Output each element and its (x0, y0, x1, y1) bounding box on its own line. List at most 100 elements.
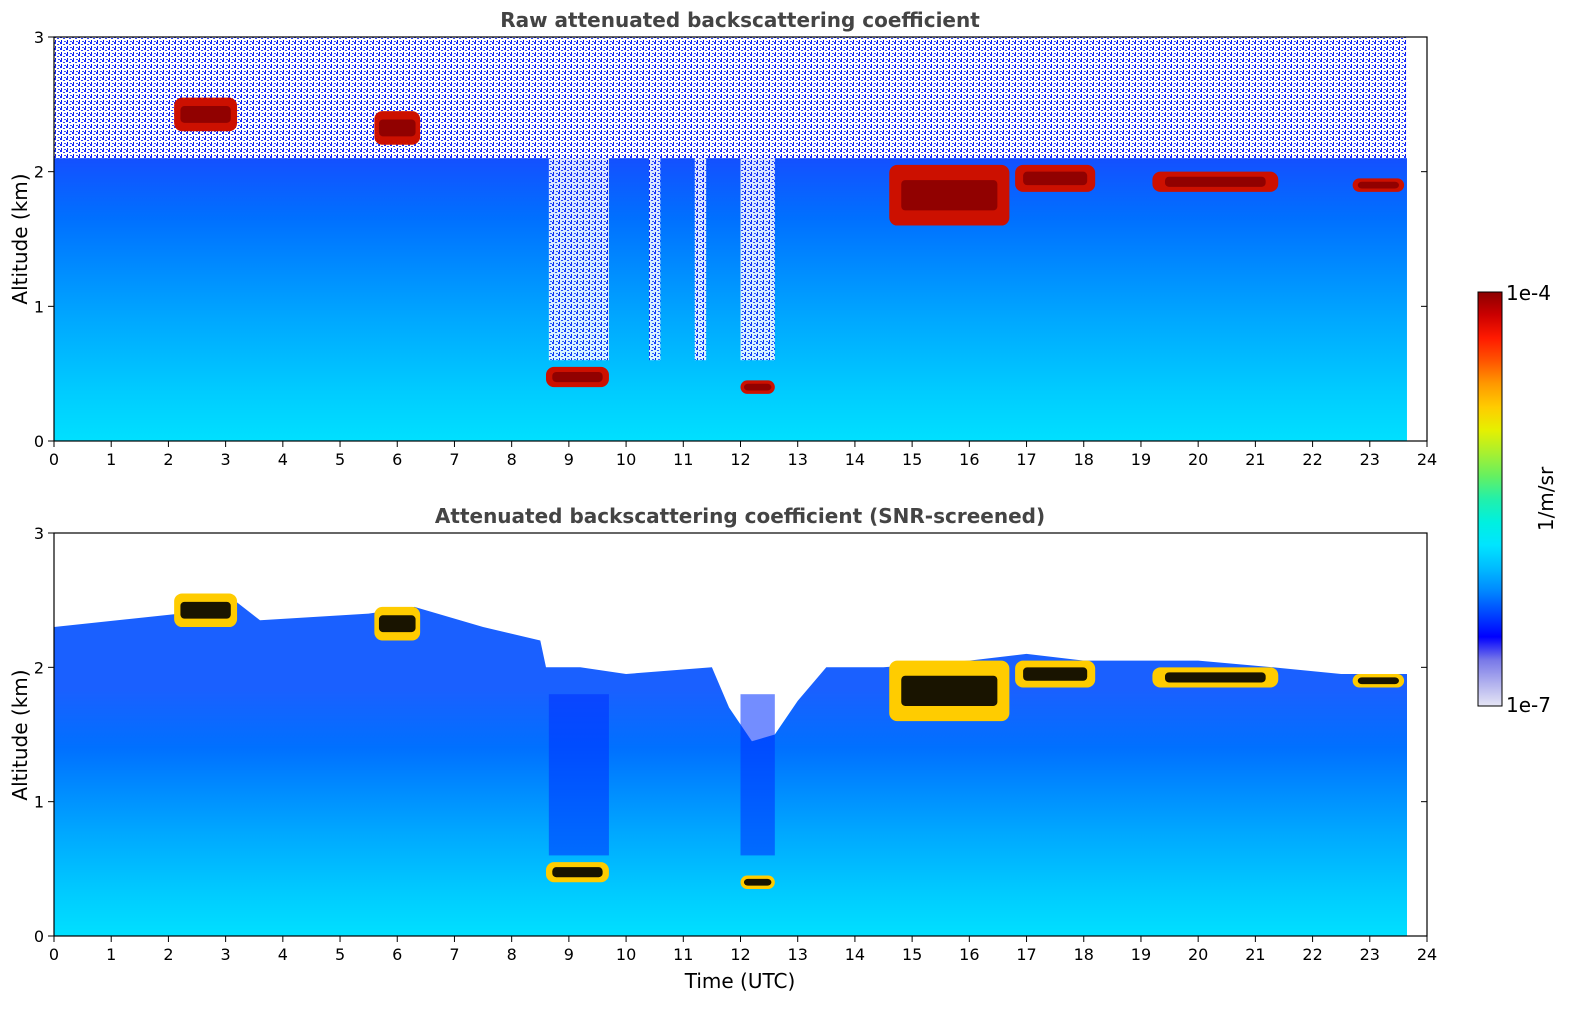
panel1-noise-region (54, 37, 1407, 361)
x-tick-label: 15 (902, 450, 922, 469)
x-tick-label: 7 (449, 945, 459, 964)
x-tick-label: 17 (1016, 945, 1036, 964)
x-tick-label: 15 (902, 945, 922, 964)
panel1-title: Raw attenuated backscattering coefficien… (500, 8, 980, 32)
x-tick-label: 14 (845, 450, 865, 469)
x-tick-label: 8 (507, 450, 517, 469)
x-tick-label: 10 (616, 945, 636, 964)
x-tick-label: 6 (392, 945, 402, 964)
noise-streak (548, 144, 609, 361)
cloud-core (552, 371, 603, 383)
x-tick-label: 8 (507, 945, 517, 964)
x-tick-label: 2 (163, 450, 173, 469)
cloud-core (378, 615, 416, 633)
x-tick-label: 3 (221, 450, 231, 469)
panel2-heatmap (54, 593, 1407, 936)
x-tick-label: 2 (163, 945, 173, 964)
panel2-background-signal (54, 593, 1407, 936)
colorbar-frame (1477, 291, 1503, 707)
cloud-core (552, 867, 603, 878)
x-tick-label: 11 (673, 450, 693, 469)
x-tick-label: 21 (1245, 450, 1265, 469)
x-tick-label: 19 (1131, 945, 1151, 964)
x-tick-label: 13 (788, 450, 808, 469)
y-tick-label: 2 (34, 658, 44, 677)
cloud-core (901, 180, 998, 211)
panel1-heatmap (54, 37, 1407, 441)
x-tick-label: 6 (392, 450, 402, 469)
noise-streak (740, 144, 775, 361)
cloud-core (901, 675, 998, 706)
x-tick-label: 3 (221, 945, 231, 964)
cloud-core (1357, 677, 1399, 685)
x-tick-label: 7 (449, 450, 459, 469)
y-tick-label: 0 (34, 432, 44, 451)
y-tick-label: 3 (34, 28, 44, 47)
cloud-core (743, 383, 772, 391)
x-tick-label: 14 (845, 945, 865, 964)
colorbar-min-label: 1e-7 (1506, 693, 1551, 717)
panel1-x-axis: 0 1 2 3 4 5 6 7 8 9 10 11 12 13 14 15 16 17 18 19 20 21 22 23 24 (49, 441, 1437, 469)
x-tick-label: 1 (106, 945, 116, 964)
panel1-features (174, 97, 1405, 394)
cloud-core (743, 878, 772, 886)
noise-streak (648, 144, 661, 361)
x-tick-label: 18 (1074, 945, 1094, 964)
raw-backscatter-panel: Raw attenuated backscattering coefficien… (8, 8, 1437, 469)
x-tick-label: 17 (1016, 450, 1036, 469)
cloud-core (180, 601, 231, 619)
x-tick-label: 12 (730, 945, 750, 964)
colorbar: 1e-4 1e-7 1/m/sr (1477, 281, 1558, 717)
noise-streak (694, 144, 707, 361)
attenuated-streak (548, 694, 609, 856)
x-tick-label: 1 (106, 450, 116, 469)
x-tick-label: 19 (1131, 450, 1151, 469)
y-tick-label: 2 (34, 163, 44, 182)
panel2-title: Attenuated backscattering coefficient (S… (435, 504, 1045, 528)
snr-screened-panel: Attenuated backscattering coefficient (S… (8, 504, 1437, 993)
x-tick-label: 20 (1188, 450, 1208, 469)
x-tick-label: 16 (959, 450, 979, 469)
x-tick-label: 23 (1360, 945, 1380, 964)
colorbar-units: 1/m/sr (1534, 466, 1558, 531)
x-tick-label: 9 (564, 450, 574, 469)
x-tick-label: 10 (616, 450, 636, 469)
cloud-core (1023, 171, 1088, 186)
x-tick-label: 18 (1074, 450, 1094, 469)
colorbar-gradient (1478, 292, 1502, 706)
cloud-core (1164, 176, 1266, 187)
x-tick-label: 12 (730, 450, 750, 469)
y-tick-label: 1 (34, 793, 44, 812)
x-tick-label: 22 (1302, 945, 1322, 964)
panel2-features (174, 593, 1405, 889)
y-tick-label: 3 (34, 524, 44, 543)
x-tick-label: 22 (1302, 450, 1322, 469)
panel1-y-axis: 0 1 2 3 (34, 28, 1427, 451)
x-tick-label: 9 (564, 945, 574, 964)
x-tick-label: 4 (278, 945, 288, 964)
x-tick-label: 5 (335, 945, 345, 964)
noise-speckle (54, 37, 1407, 159)
x-tick-label: 20 (1188, 945, 1208, 964)
x-tick-label: 23 (1360, 450, 1380, 469)
y-tick-label: 1 (34, 297, 44, 316)
x-tick-label: 24 (1417, 945, 1437, 964)
panel1-ylabel: Altitude (km) (8, 173, 32, 304)
cloud-core (180, 106, 231, 123)
panel2-ylabel: Altitude (km) (8, 669, 32, 800)
panel2-x-axis: 0 1 2 3 4 5 6 7 8 9 10 11 12 13 14 15 16 17 18 19 20 21 22 23 24 (49, 936, 1437, 964)
colorbar-max-label: 1e-4 (1506, 281, 1551, 305)
cloud-core (378, 119, 416, 137)
x-tick-label: 4 (278, 450, 288, 469)
x-tick-label: 16 (959, 945, 979, 964)
x-tick-label: 5 (335, 450, 345, 469)
x-tick-label: 0 (49, 450, 59, 469)
y-tick-label: 0 (34, 927, 44, 946)
cloud-core (1164, 672, 1266, 683)
panel2-y-axis: 0 1 2 3 (34, 524, 1427, 946)
x-tick-label: 0 (49, 945, 59, 964)
panel2-xlabel: Time (UTC) (684, 969, 796, 993)
cloud-core (1357, 181, 1399, 189)
attenuated-streak (740, 694, 775, 856)
